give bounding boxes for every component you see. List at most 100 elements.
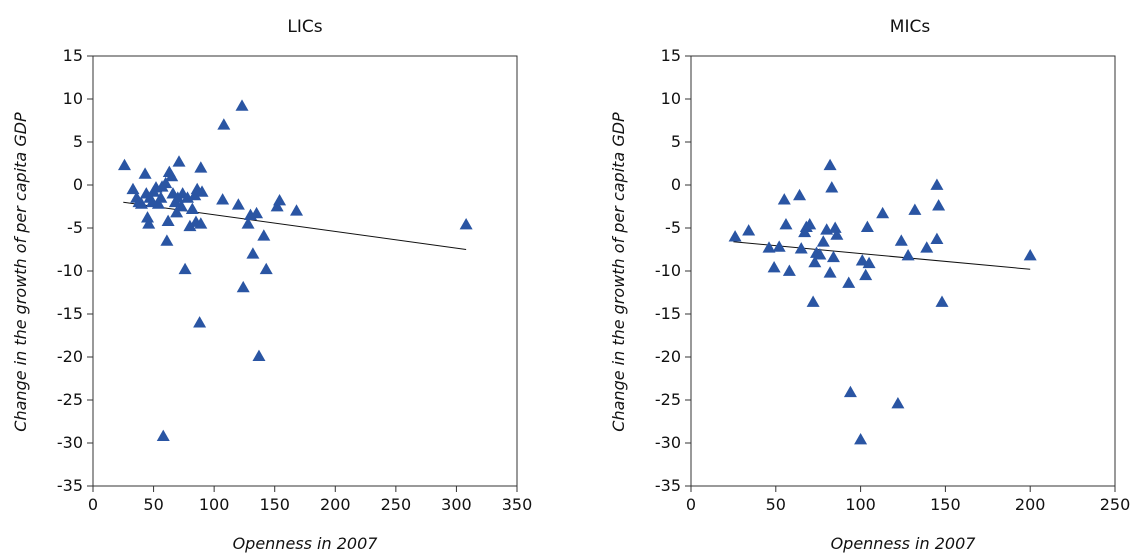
y-axis-label-part-2: per capita	[11, 152, 30, 234]
data-point-triangle	[194, 217, 208, 229]
y-tick-label: 15	[661, 46, 681, 65]
data-point-triangle	[935, 295, 949, 307]
data-point-triangle	[160, 234, 174, 246]
data-point-triangle	[842, 276, 856, 288]
y-axis-label-part-3: GDP	[11, 112, 30, 152]
data-point-triangle	[165, 169, 179, 182]
chart-title: MICs	[890, 17, 931, 37]
y-tick-label: -30	[655, 433, 681, 452]
x-tick-label: 150	[930, 495, 961, 514]
data-points	[117, 99, 473, 441]
data-point-triangle	[273, 193, 287, 206]
y-tick-label: -20	[57, 347, 83, 366]
chart-panel-mics: MICs 0 50 100 150 200 250151050-5-10-15-20-25…	[609, 17, 1130, 553]
x-tick-label: 0	[88, 495, 98, 514]
data-point-triangle	[932, 199, 946, 211]
data-point-triangle	[772, 240, 786, 252]
data-point-triangle	[823, 158, 837, 171]
data-point-triangle	[459, 218, 473, 230]
y-tick-label: -5	[665, 218, 681, 237]
y-axis-label-part-3: GDP	[609, 112, 628, 152]
x-tick-label: 150	[259, 495, 290, 514]
data-point-triangle	[813, 248, 827, 260]
data-point-triangle	[216, 193, 230, 205]
data-point-triangle	[172, 155, 186, 167]
data-point-triangle	[170, 206, 184, 218]
data-point-triangle	[860, 220, 874, 233]
x-tick-label: 100	[845, 495, 876, 514]
data-point-triangle	[901, 249, 915, 261]
data-point-triangle	[823, 266, 837, 278]
x-axis-label: Openness in 2007	[233, 534, 379, 553]
data-point-triangle	[183, 219, 197, 232]
data-point-triangle	[257, 229, 271, 241]
data-point-triangle	[779, 218, 793, 230]
y-tick-label: 5	[73, 132, 83, 151]
x-tick-label: 250	[381, 495, 412, 514]
x-tick-label: 250	[1100, 495, 1131, 514]
axis-ticks: 0 50 100 150 200 250 300 350151050-5-10-15-20-2…	[57, 46, 532, 514]
data-point-triangle	[828, 221, 842, 233]
data-point-triangle	[156, 429, 170, 441]
data-point-triangle	[767, 261, 781, 273]
y-tick-label: -25	[57, 390, 83, 409]
data-point-triangle	[236, 280, 250, 293]
y-tick-label: -5	[67, 218, 83, 237]
y-axis-label-part-1: Change in the growth of	[609, 233, 628, 432]
data-point-triangle	[126, 182, 140, 195]
data-point-triangle	[816, 235, 830, 247]
x-tick-label: 200	[320, 495, 351, 514]
data-point-triangle	[782, 264, 796, 276]
chart-panel-lics: LICs 0 50 100 150 200 250 300 350151050-5-10-15…	[11, 17, 532, 553]
data-point-triangle	[862, 256, 876, 269]
data-point-triangle	[843, 385, 857, 398]
y-axis-label-part-1: Change in the growth of	[11, 233, 30, 432]
data-point-triangle	[246, 247, 260, 259]
data-point-triangle	[141, 211, 155, 223]
y-tick-label: -35	[57, 476, 83, 495]
data-point-triangle	[894, 234, 908, 246]
data-point-triangle	[793, 188, 807, 201]
axis-ticks: 0 50 100 150 200 250151050-5-10-15-20-25-30-3…	[655, 46, 1130, 514]
x-tick-label: 300	[441, 495, 472, 514]
data-point-triangle	[252, 349, 266, 362]
y-tick-label: -35	[655, 476, 681, 495]
data-point-triangle	[891, 396, 905, 409]
data-points	[728, 158, 1037, 445]
y-tick-label: 10	[63, 89, 83, 108]
plot-frame	[690, 55, 1116, 487]
data-point-triangle	[188, 188, 202, 201]
data-point-triangle	[908, 203, 922, 215]
data-point-triangle	[794, 242, 808, 254]
y-tick-label: -10	[655, 261, 681, 280]
plot-frame	[92, 55, 518, 487]
data-point-triangle	[231, 198, 245, 210]
data-point-triangle	[290, 204, 304, 216]
data-point-triangle	[117, 158, 131, 171]
data-point-triangle	[777, 193, 791, 205]
y-tick-label: 0	[73, 175, 83, 194]
data-point-triangle	[193, 316, 207, 328]
y-axis-label: Change in the growth of per capita GDP	[11, 112, 30, 432]
data-point-triangle	[154, 191, 168, 203]
data-point-triangle	[803, 218, 817, 230]
y-tick-label: 0	[671, 175, 681, 194]
data-point-triangle	[826, 250, 840, 263]
x-tick-label: 50	[143, 495, 163, 514]
data-point-triangle	[762, 241, 776, 253]
y-tick-label: 10	[661, 89, 681, 108]
data-point-triangle	[241, 217, 255, 229]
data-point-triangle	[830, 228, 844, 240]
y-axis-label-part-2: per capita	[609, 152, 628, 234]
data-point-triangle	[195, 185, 209, 197]
y-axis-label: Change in the growth of per capita GDP	[609, 112, 628, 432]
data-point-triangle	[825, 181, 839, 193]
x-tick-label: 200	[1015, 495, 1046, 514]
y-tick-label: -15	[655, 304, 681, 323]
data-point-triangle	[806, 295, 820, 307]
data-point-triangle	[930, 178, 944, 190]
chart-title: LICs	[287, 17, 322, 37]
x-axis-label: Openness in 2007	[831, 534, 977, 553]
y-tick-label: 15	[63, 46, 83, 65]
data-point-triangle	[855, 254, 869, 266]
